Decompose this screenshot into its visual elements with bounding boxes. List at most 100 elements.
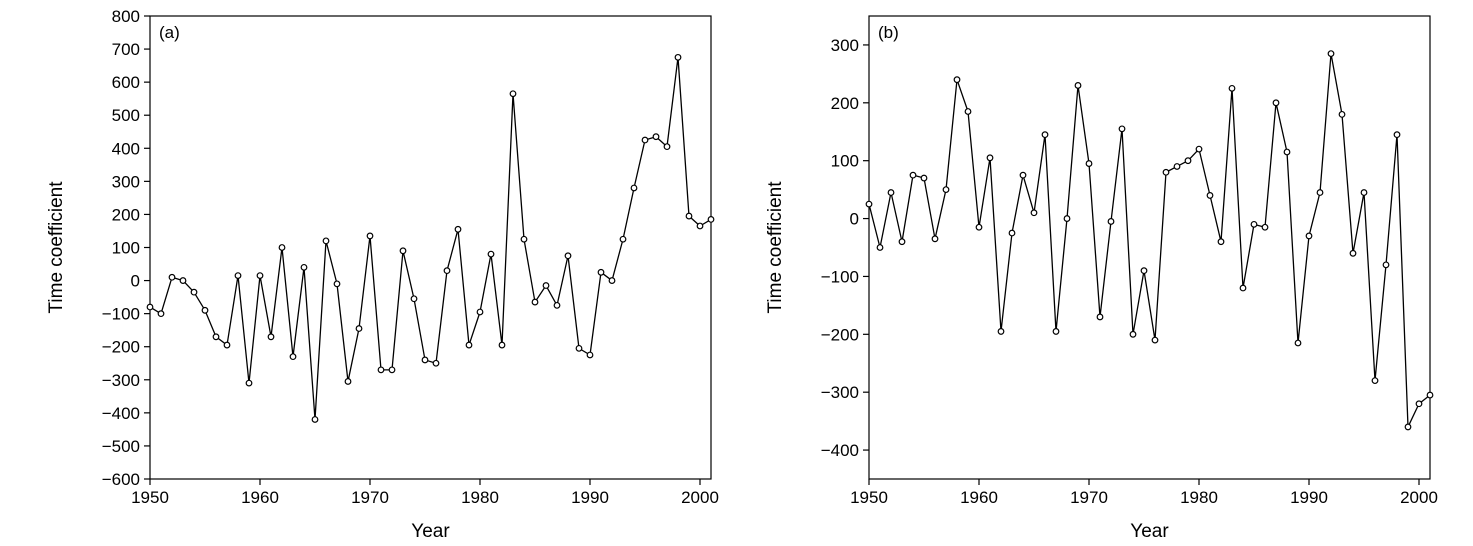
data-point [300, 263, 308, 271]
data-point [898, 238, 906, 246]
panel-label: (b) [878, 23, 899, 42]
data-point [399, 247, 407, 255]
series-line [868, 52, 1431, 428]
data-point [498, 341, 506, 349]
data-point [1019, 171, 1027, 179]
data-point [1261, 223, 1269, 231]
data-point [696, 222, 704, 230]
x-tick-label: 1980 [1180, 488, 1218, 507]
y-tick-label: −200 [821, 325, 859, 344]
data-point [168, 273, 176, 281]
y-tick-label: 100 [831, 152, 859, 171]
data-point [1327, 50, 1335, 58]
data-point [476, 308, 484, 316]
data-point [1041, 131, 1049, 139]
data-point [1140, 267, 1148, 275]
data-point [344, 378, 352, 385]
data-point [1228, 84, 1236, 92]
data-point [1382, 261, 1390, 269]
y-tick-label: 300 [831, 36, 859, 55]
panel-label: (a) [159, 23, 180, 42]
data-point [865, 200, 873, 208]
data-point [377, 366, 385, 374]
x-tick-label: 1990 [1290, 488, 1328, 507]
y-tick-label: −200 [102, 338, 140, 357]
data-point [953, 76, 961, 84]
data-point [1030, 209, 1038, 217]
data-point [388, 366, 396, 374]
data-point [586, 351, 594, 359]
data-point [553, 301, 561, 309]
data-point [1393, 131, 1401, 139]
data-point [619, 235, 627, 243]
x-tick-label: 1950 [131, 488, 169, 507]
data-point [608, 277, 616, 284]
data-point [256, 272, 264, 280]
data-point [432, 359, 440, 367]
data-point [465, 341, 473, 349]
data-point [421, 356, 429, 364]
data-point [1206, 192, 1214, 199]
y-tick-label: 0 [131, 272, 140, 291]
x-tick-label: 1960 [960, 488, 998, 507]
data-point [542, 282, 550, 289]
y-tick-label: 200 [831, 94, 859, 113]
data-point [1063, 215, 1071, 222]
data-point [1360, 189, 1368, 196]
data-point [212, 333, 220, 341]
x-tick-label: 1970 [351, 488, 389, 507]
x-tick-label: 2000 [681, 488, 719, 507]
data-point [1107, 218, 1115, 225]
data-point [1305, 232, 1313, 240]
data-point [267, 333, 275, 341]
data-point [931, 235, 939, 243]
data-point [674, 53, 682, 61]
data-point [564, 252, 572, 260]
data-point [1250, 220, 1258, 228]
data-point [1052, 328, 1060, 335]
data-point [575, 344, 583, 352]
data-point [641, 136, 649, 144]
y-tick-label: −100 [821, 267, 859, 286]
data-point [443, 267, 451, 275]
data-point [355, 325, 363, 332]
data-point [1096, 313, 1104, 321]
data-point [531, 298, 539, 306]
data-point [630, 184, 638, 192]
y-tick-label: 600 [112, 73, 140, 92]
data-point [876, 244, 884, 251]
y-tick-label: −600 [102, 470, 140, 489]
data-point [311, 416, 319, 423]
y-tick-label: 0 [850, 210, 859, 229]
data-point [652, 133, 660, 141]
data-point [520, 235, 528, 243]
data-point [1294, 339, 1302, 347]
data-point [487, 250, 495, 258]
data-point [333, 280, 341, 288]
data-point [1195, 145, 1203, 153]
y-axis-title: Time coefficient [46, 181, 67, 314]
data-point [1272, 99, 1280, 107]
y-tick-label: 200 [112, 205, 140, 224]
y-tick-label: 300 [112, 172, 140, 191]
data-point [190, 288, 198, 296]
x-axis-title: Year [1130, 521, 1169, 542]
data-point [289, 353, 297, 361]
panel-a: 1950 1960 1970 1980 1990 2000−600−500−400−300… [46, 7, 719, 542]
y-tick-label: 100 [112, 239, 140, 258]
data-point [223, 341, 231, 349]
data-point [1371, 377, 1379, 385]
data-point [1162, 168, 1170, 176]
plot-frame [868, 15, 1431, 480]
data-point [1184, 157, 1192, 165]
data-point [1349, 249, 1357, 257]
y-tick-label: 800 [112, 7, 140, 26]
panel-b: 1950 1960 1970 1980 1990 2000−400−300−200−100… [765, 15, 1438, 542]
data-point [975, 223, 983, 231]
data-point [509, 90, 517, 98]
data-point [1283, 148, 1291, 156]
data-point [1129, 330, 1137, 338]
data-point [942, 186, 950, 194]
data-point [322, 237, 330, 245]
